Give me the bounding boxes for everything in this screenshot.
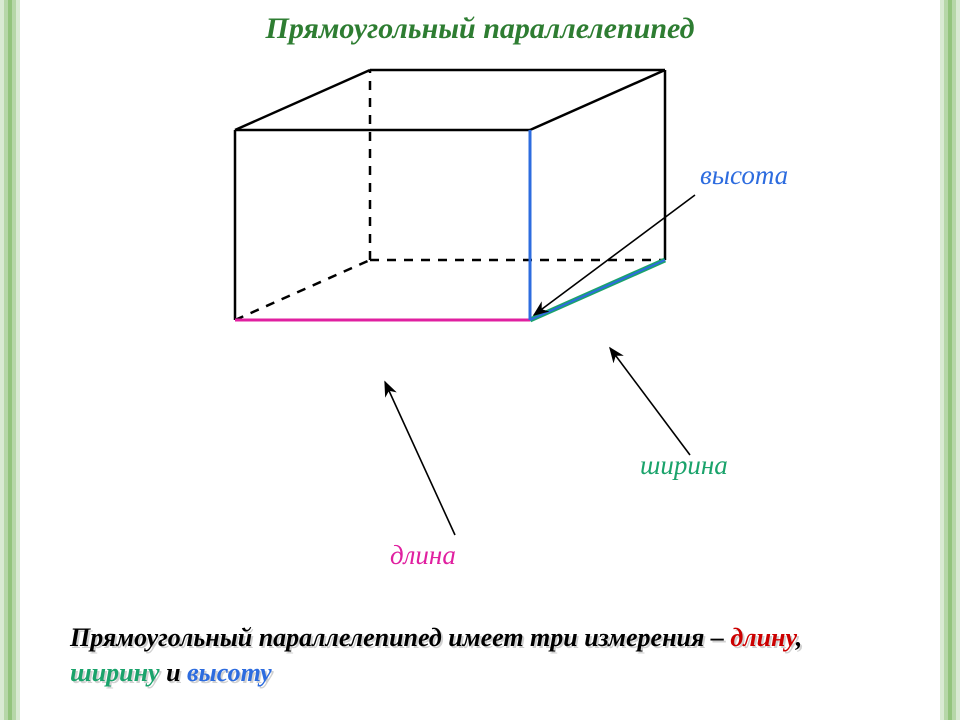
- label-height: высота: [700, 160, 788, 191]
- label-length: длина: [390, 540, 456, 571]
- caption: Прямоугольный параллелепипед имеет три и…: [70, 620, 890, 690]
- label-width: ширина: [640, 450, 728, 481]
- cuboid-diagram: [0, 0, 960, 720]
- slide: Прямоугольный параллелепипед высота шири…: [0, 0, 960, 720]
